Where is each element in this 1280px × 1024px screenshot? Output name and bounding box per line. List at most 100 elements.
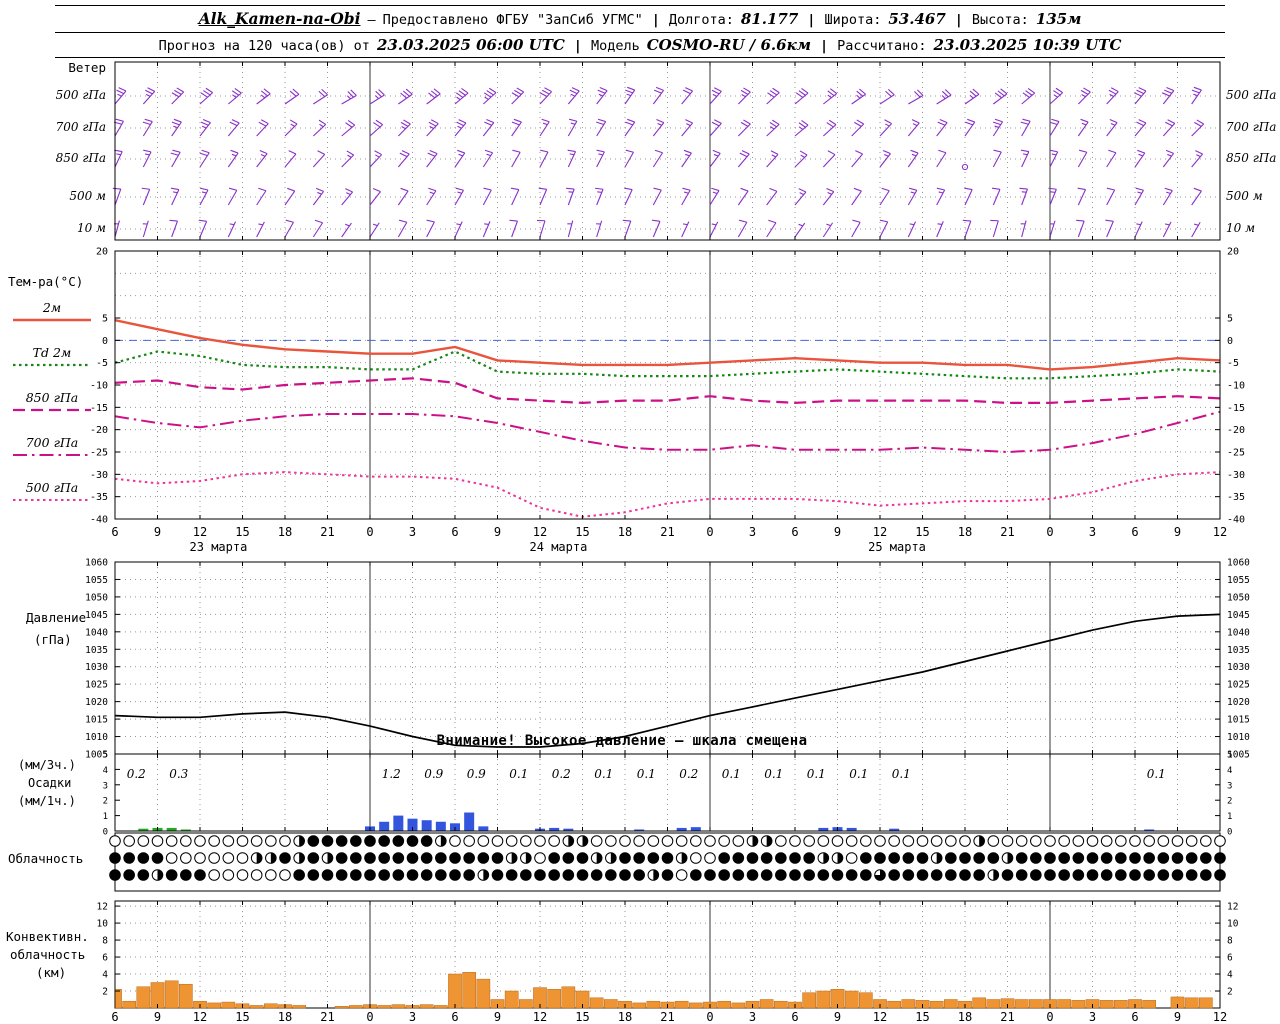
svg-text:6: 6 — [791, 1010, 798, 1024]
svg-text:0.1: 0.1 — [722, 767, 741, 781]
legend-label: 700 гПа — [25, 435, 79, 450]
wind-level-label: 700 гПа — [55, 120, 106, 134]
svg-text:-15: -15 — [90, 403, 108, 414]
header-separator: | — [807, 12, 816, 28]
svg-text:12: 12 — [1213, 525, 1227, 539]
svg-text:4: 4 — [1227, 970, 1233, 981]
svg-text:1040: 1040 — [1227, 627, 1250, 638]
svg-text:0.1: 0.1 — [807, 767, 826, 781]
svg-text:0.2: 0.2 — [552, 767, 571, 781]
provider-text: Предоставлено ФГБУ "ЗапСиб УГМС" — [382, 12, 643, 28]
svg-text:1: 1 — [103, 812, 108, 822]
svg-text:1045: 1045 — [85, 610, 108, 621]
svg-text:9: 9 — [1174, 1010, 1181, 1024]
longitude-label: Долгота: — [668, 12, 734, 28]
svg-text:0.9: 0.9 — [424, 767, 443, 781]
temperature-panel-title: Тем-ра(°C) — [8, 274, 84, 289]
svg-text:0.1: 0.1 — [849, 767, 868, 781]
svg-text:3: 3 — [1227, 781, 1232, 791]
temperature-panel — [114, 319, 1221, 518]
header-line-1: Alk_Kamen-na-Obi — Предоставлено ФГБУ "З… — [0, 9, 1280, 28]
svg-text:5: 5 — [103, 751, 108, 761]
svg-text:15: 15 — [915, 1010, 929, 1024]
svg-text:6: 6 — [1131, 525, 1138, 539]
svg-text:0.3: 0.3 — [169, 767, 188, 781]
precip-3h-label: (мм/3ч.) — [18, 758, 76, 772]
svg-text:0.2: 0.2 — [679, 767, 698, 781]
pressure-panel-title: Давление — [26, 610, 87, 625]
svg-text:-40: -40 — [90, 515, 108, 526]
svg-text:21: 21 — [320, 1010, 334, 1024]
svg-text:12: 12 — [873, 1010, 887, 1024]
svg-text:1: 1 — [1227, 812, 1232, 822]
svg-text:-25: -25 — [90, 448, 108, 459]
svg-text:1.2: 1.2 — [382, 767, 401, 781]
svg-text:21: 21 — [660, 1010, 674, 1024]
svg-text:8: 8 — [102, 936, 108, 947]
svg-text:0.1: 0.1 — [509, 767, 528, 781]
station-name: Alk_Kamen-na-Obi — [198, 9, 361, 28]
svg-text:9: 9 — [494, 525, 501, 539]
svg-text:0: 0 — [1227, 336, 1233, 347]
svg-text:12: 12 — [193, 1010, 207, 1024]
cloudiness-panel — [109, 835, 1226, 881]
svg-text:1025: 1025 — [85, 680, 108, 691]
svg-text:12: 12 — [873, 525, 887, 539]
svg-text:18: 18 — [278, 1010, 292, 1024]
svg-text:-15: -15 — [1227, 403, 1245, 414]
svg-text:4: 4 — [102, 970, 108, 981]
legend-label: Td 2м — [32, 345, 72, 360]
svg-text:9: 9 — [834, 1010, 841, 1024]
calculated-time: 23.03.2025 10:39 UTC — [933, 36, 1122, 54]
svg-text:15: 15 — [575, 1010, 589, 1024]
svg-text:5: 5 — [1227, 751, 1232, 761]
svg-text:21: 21 — [1000, 525, 1014, 539]
svg-text:9: 9 — [494, 1010, 501, 1024]
svg-text:0.1: 0.1 — [1147, 767, 1166, 781]
wind-barb-panel — [112, 86, 1205, 238]
svg-text:0: 0 — [102, 336, 108, 347]
svg-text:0: 0 — [706, 1010, 713, 1024]
svg-text:20: 20 — [1227, 247, 1239, 258]
wind-level-label: 500 гПа — [55, 88, 106, 102]
header-dash: — — [367, 12, 376, 28]
svg-text:0: 0 — [1227, 828, 1232, 838]
svg-text:5: 5 — [102, 314, 108, 325]
axis-labels: 20 205 50 0-5 -5-10 -10-15 -15-20 -20-25 -25-30-… — [85, 62, 1250, 1024]
svg-text:3: 3 — [103, 781, 108, 791]
svg-text:1015: 1015 — [1227, 715, 1250, 726]
wind-level-label: 500 м — [1226, 189, 1263, 203]
svg-text:1035: 1035 — [1227, 645, 1250, 656]
header-divider — [55, 32, 1225, 33]
legend-item-t2m: 2м — [2, 300, 102, 324]
convective-cloud-panel — [115, 972, 1213, 1009]
wind-level-label: 500 гПа — [1226, 88, 1277, 102]
svg-text:0.9: 0.9 — [467, 767, 486, 781]
svg-text:1010: 1010 — [85, 732, 108, 743]
svg-text:1015: 1015 — [85, 715, 108, 726]
header-divider — [55, 5, 1225, 6]
svg-text:2: 2 — [1227, 987, 1233, 998]
legend-label: 500 гПа — [25, 480, 79, 495]
svg-text:2: 2 — [103, 797, 108, 807]
header-separator: | — [954, 12, 963, 28]
svg-text:1020: 1020 — [85, 697, 108, 708]
svg-text:4: 4 — [1227, 766, 1232, 776]
svg-text:6: 6 — [451, 525, 458, 539]
svg-text:-20: -20 — [90, 425, 108, 436]
svg-text:-30: -30 — [90, 470, 108, 481]
svg-text:1055: 1055 — [85, 575, 108, 586]
svg-text:-35: -35 — [1227, 492, 1245, 503]
precip-panel-title: Осадки — [28, 776, 72, 790]
svg-text:9: 9 — [1174, 525, 1181, 539]
svg-text:20: 20 — [96, 247, 108, 258]
svg-text:1060: 1060 — [85, 558, 108, 569]
svg-text:21: 21 — [1000, 1010, 1014, 1024]
svg-text:12: 12 — [533, 1010, 547, 1024]
svg-text:0: 0 — [366, 525, 373, 539]
legend-item-t500: 500 гПа — [2, 480, 102, 504]
svg-text:15: 15 — [915, 525, 929, 539]
header-line-2: Прогноз на 120 часа(ов) от 23.03.2025 06… — [0, 36, 1280, 54]
svg-text:0.1: 0.1 — [892, 767, 911, 781]
